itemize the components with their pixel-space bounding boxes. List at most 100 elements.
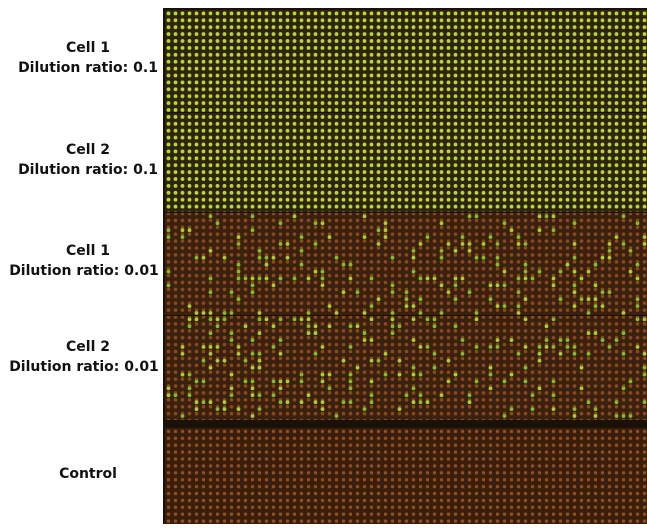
green-dot <box>167 270 171 274</box>
green-dot <box>181 235 185 239</box>
green-dot <box>510 373 514 377</box>
green-dot <box>517 290 521 294</box>
green-dot <box>447 290 451 294</box>
green-dot <box>489 297 493 301</box>
green-dot <box>629 380 633 384</box>
green-dot <box>398 324 402 328</box>
green-dot <box>293 318 297 322</box>
green-dot <box>454 297 458 301</box>
green-dot <box>363 235 367 239</box>
green-dot <box>594 407 598 411</box>
green-dot <box>643 400 647 404</box>
green-dot <box>405 393 409 397</box>
green-dot <box>349 263 353 267</box>
green-dot <box>587 311 591 315</box>
green-dot <box>335 311 339 315</box>
green-dot <box>223 318 227 322</box>
green-dot <box>573 256 577 260</box>
green-dot <box>209 345 213 349</box>
green-dot <box>167 228 171 232</box>
green-dot <box>426 235 430 239</box>
green-dot <box>251 228 255 232</box>
green-dot <box>538 270 542 274</box>
green-dot <box>237 263 241 267</box>
green-dot <box>209 331 213 335</box>
green-dot <box>643 318 647 322</box>
green-dot <box>503 380 507 384</box>
green-dot <box>601 338 605 342</box>
green-dot <box>384 228 388 232</box>
green-dot <box>468 393 472 397</box>
green-dot <box>307 277 311 281</box>
green-dot <box>272 380 276 384</box>
green-dot <box>475 311 479 315</box>
green-dot <box>580 366 584 370</box>
green-dot <box>328 324 332 328</box>
green-dot <box>209 318 213 322</box>
green-dot <box>286 242 290 246</box>
green-dot <box>251 284 255 288</box>
green-dot <box>321 284 325 288</box>
green-dot <box>622 242 626 246</box>
green-dot <box>433 324 437 328</box>
green-dot <box>349 277 353 281</box>
green-dot <box>412 373 416 377</box>
green-dot <box>195 380 199 384</box>
green-dot <box>216 318 220 322</box>
green-dot <box>349 387 353 391</box>
green-dot <box>454 324 458 328</box>
green-dot <box>636 263 640 267</box>
green-dot <box>188 373 192 377</box>
green-dot <box>524 297 528 301</box>
green-dot <box>517 352 521 356</box>
green-dot <box>587 352 591 356</box>
green-dot <box>524 277 528 281</box>
green-dot <box>447 359 451 363</box>
green-dot <box>559 297 563 301</box>
green-dot <box>342 359 346 363</box>
green-dot <box>370 380 374 384</box>
green-dot <box>398 407 402 411</box>
green-dot <box>251 366 255 370</box>
green-dot <box>580 297 584 301</box>
green-dot <box>216 345 220 349</box>
green-dot <box>384 373 388 377</box>
green-dot <box>195 318 199 322</box>
green-dot <box>258 352 262 356</box>
green-dot <box>552 318 556 322</box>
green-dot <box>489 387 493 391</box>
green-dot <box>377 297 381 301</box>
green-dot <box>307 393 311 397</box>
green-dot <box>454 373 458 377</box>
green-dot <box>223 359 227 363</box>
green-dot <box>426 400 430 404</box>
green-dot <box>314 270 318 274</box>
green-dot <box>363 215 367 219</box>
green-dot <box>468 215 472 219</box>
green-dot <box>559 338 563 342</box>
green-dot <box>517 235 521 239</box>
green-dot <box>433 352 437 356</box>
green-dot <box>202 345 206 349</box>
green-dot <box>496 345 500 349</box>
green-dot <box>461 352 465 356</box>
green-dot <box>517 304 521 308</box>
green-dot <box>601 290 605 294</box>
green-dot <box>209 311 213 315</box>
green-dot <box>286 380 290 384</box>
green-dot <box>195 407 199 411</box>
green-dot <box>468 290 472 294</box>
green-dot <box>419 373 423 377</box>
green-dot <box>328 387 332 391</box>
green-dot <box>475 215 479 219</box>
green-dot <box>538 387 542 391</box>
green-dot <box>391 290 395 294</box>
label: Dilution ratio: 0.1 <box>18 60 158 76</box>
green-dot <box>209 277 213 281</box>
green-dot <box>524 380 528 384</box>
green-dot <box>594 263 598 267</box>
green-dot <box>552 277 556 281</box>
green-dot <box>524 318 528 322</box>
green-dot <box>377 359 381 363</box>
green-dot <box>258 318 262 322</box>
